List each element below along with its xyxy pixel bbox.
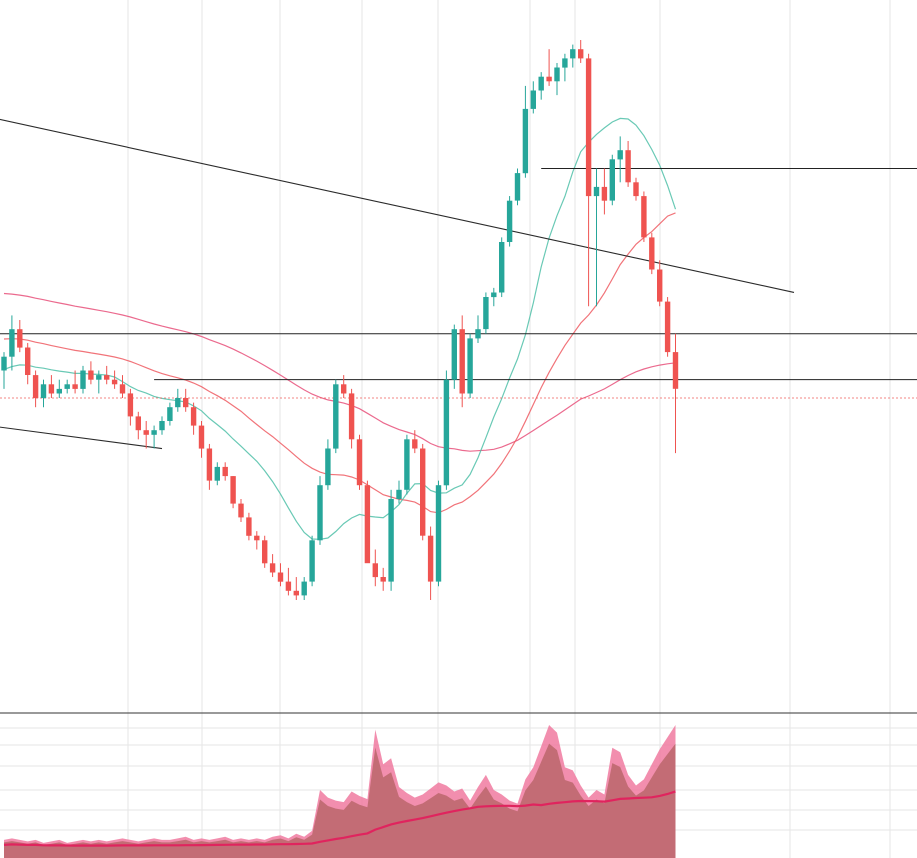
candles — [1, 40, 679, 600]
candle-body — [585, 58, 592, 197]
candle-body — [475, 329, 481, 339]
candle-body — [380, 577, 386, 582]
candle-body — [420, 448, 426, 536]
moving-average-lines — [3, 117, 677, 540]
candle-body — [72, 384, 78, 389]
candle-body — [56, 388, 62, 394]
candle-body — [364, 485, 371, 564]
candle-body — [443, 379, 450, 486]
ma-fast-line — [3, 117, 677, 540]
candle-body — [412, 439, 418, 449]
candle-body — [435, 485, 442, 582]
candle-body — [238, 503, 244, 518]
candle-body — [451, 329, 457, 380]
candle-body — [285, 581, 292, 591]
volume-area — [3, 725, 676, 858]
candle-body — [293, 590, 299, 596]
candle-body — [143, 430, 149, 435]
candle-body — [506, 200, 513, 242]
candle-body — [190, 407, 197, 426]
trendline — [0, 426, 163, 450]
candle-body — [649, 237, 655, 270]
candle-body — [356, 439, 363, 486]
candle-body — [578, 49, 584, 59]
candle-body — [372, 563, 378, 578]
price-levels — [0, 118, 917, 450]
trendline — [0, 118, 795, 293]
candle-body — [593, 186, 600, 197]
candle-body — [570, 49, 576, 59]
candle-body — [562, 58, 568, 68]
candle-body — [167, 407, 173, 421]
candle-body — [48, 384, 55, 394]
candle-body — [333, 384, 339, 449]
candle-body — [404, 439, 410, 490]
candle-body — [609, 159, 615, 201]
candle-body — [483, 297, 489, 330]
candle-body — [214, 466, 220, 481]
candle-body — [617, 150, 623, 160]
candle-body — [633, 182, 639, 197]
candle-body — [40, 384, 47, 399]
candle-body — [538, 76, 544, 91]
candle-body — [159, 421, 165, 431]
candle-body — [348, 393, 355, 440]
candle-body — [246, 517, 252, 536]
candle-body — [64, 384, 70, 389]
candle-body — [657, 269, 663, 302]
candle-body — [151, 430, 157, 435]
candle-body — [104, 375, 110, 380]
candle-body — [301, 581, 307, 596]
candle-body — [625, 150, 631, 183]
ma-mid-line — [3, 212, 676, 514]
candle-body — [111, 379, 118, 385]
candle-body — [1, 356, 7, 371]
candle-body — [388, 499, 394, 582]
volume-inner-area — [4, 743, 676, 858]
candle-body — [467, 338, 473, 394]
volume-ma-line — [3, 790, 676, 847]
candle-body — [135, 416, 141, 431]
candle-body — [80, 370, 86, 389]
candle-body — [119, 384, 126, 394]
candle-body — [9, 329, 15, 357]
candle-body — [127, 393, 134, 417]
candle-body — [230, 476, 236, 504]
candle-body — [96, 375, 102, 380]
candle-body — [88, 370, 94, 380]
candle-body — [183, 398, 189, 408]
candle-body — [672, 352, 679, 389]
candle-body — [396, 489, 402, 499]
candle-body — [206, 448, 213, 481]
candle-body — [459, 329, 465, 394]
candle-body — [499, 242, 505, 293]
candle-body — [198, 425, 205, 449]
candle-body — [32, 375, 39, 399]
candle-body — [530, 90, 536, 109]
candle-body — [175, 398, 181, 408]
candle-body — [427, 535, 434, 582]
candle-body — [277, 572, 284, 582]
candle-body — [546, 76, 552, 82]
candle-body — [341, 384, 347, 394]
candle-body — [262, 540, 268, 564]
candle-body — [514, 173, 521, 201]
candle-body — [222, 466, 228, 477]
candle-body — [309, 540, 315, 582]
candle-body — [25, 347, 31, 375]
ma-slow-line — [3, 292, 676, 452]
candle-body — [664, 301, 671, 353]
candle-body — [601, 186, 608, 201]
candle-body — [325, 448, 331, 486]
candle-body — [269, 563, 276, 573]
candle-body — [17, 329, 23, 348]
candle-body — [554, 67, 560, 82]
candle-body — [254, 535, 260, 541]
candle-body — [641, 196, 647, 238]
candle-body — [491, 292, 497, 298]
candle-body — [522, 108, 529, 174]
candle-body — [317, 485, 323, 541]
